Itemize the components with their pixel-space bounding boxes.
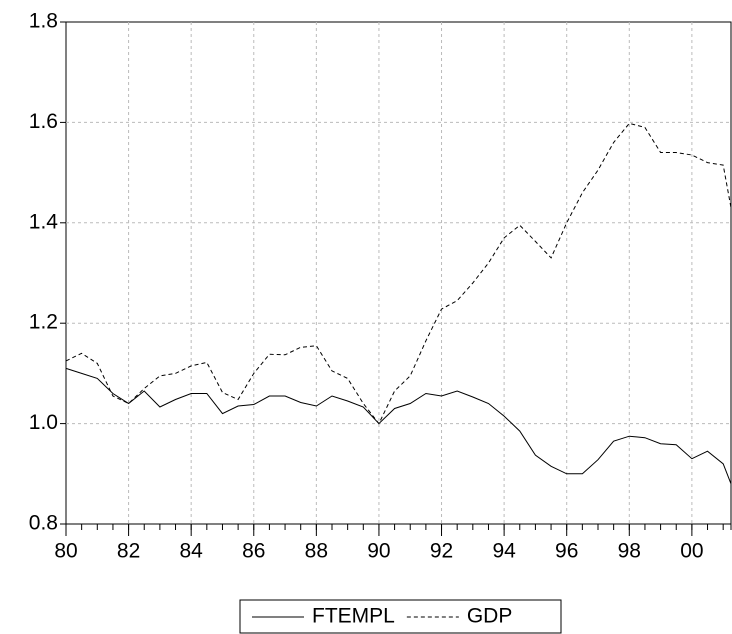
x-tick-label: 94	[492, 540, 516, 563]
legend-label: GDP	[467, 605, 513, 628]
y-tick-label: 0.8	[29, 512, 58, 535]
x-tick-label: 96	[555, 540, 578, 563]
plot-frame	[65, 21, 732, 525]
x-tick-label: 98	[618, 540, 641, 563]
x-tick-label: 00	[680, 540, 703, 563]
x-tick-label: 86	[242, 540, 265, 563]
x-tick-label: 84	[179, 540, 203, 563]
x-tick-label: 90	[367, 540, 390, 563]
y-tick-label: 1.0	[29, 411, 58, 434]
series-line	[65, 122, 732, 425]
legend: FTEMPL GDP	[239, 599, 562, 634]
y-tick-label: 1.4	[29, 210, 59, 233]
x-tick-label: 88	[305, 540, 328, 563]
y-tick-label: 1.8	[29, 10, 58, 33]
legend-label: FTEMPL	[312, 605, 395, 628]
x-tick-label: 80	[54, 540, 77, 563]
x-tick-label: 82	[117, 540, 140, 563]
x-tick-label: 92	[430, 540, 453, 563]
y-tick-label: 1.2	[29, 311, 58, 334]
series-line	[65, 367, 732, 484]
y-tick-label: 1.6	[29, 110, 58, 133]
